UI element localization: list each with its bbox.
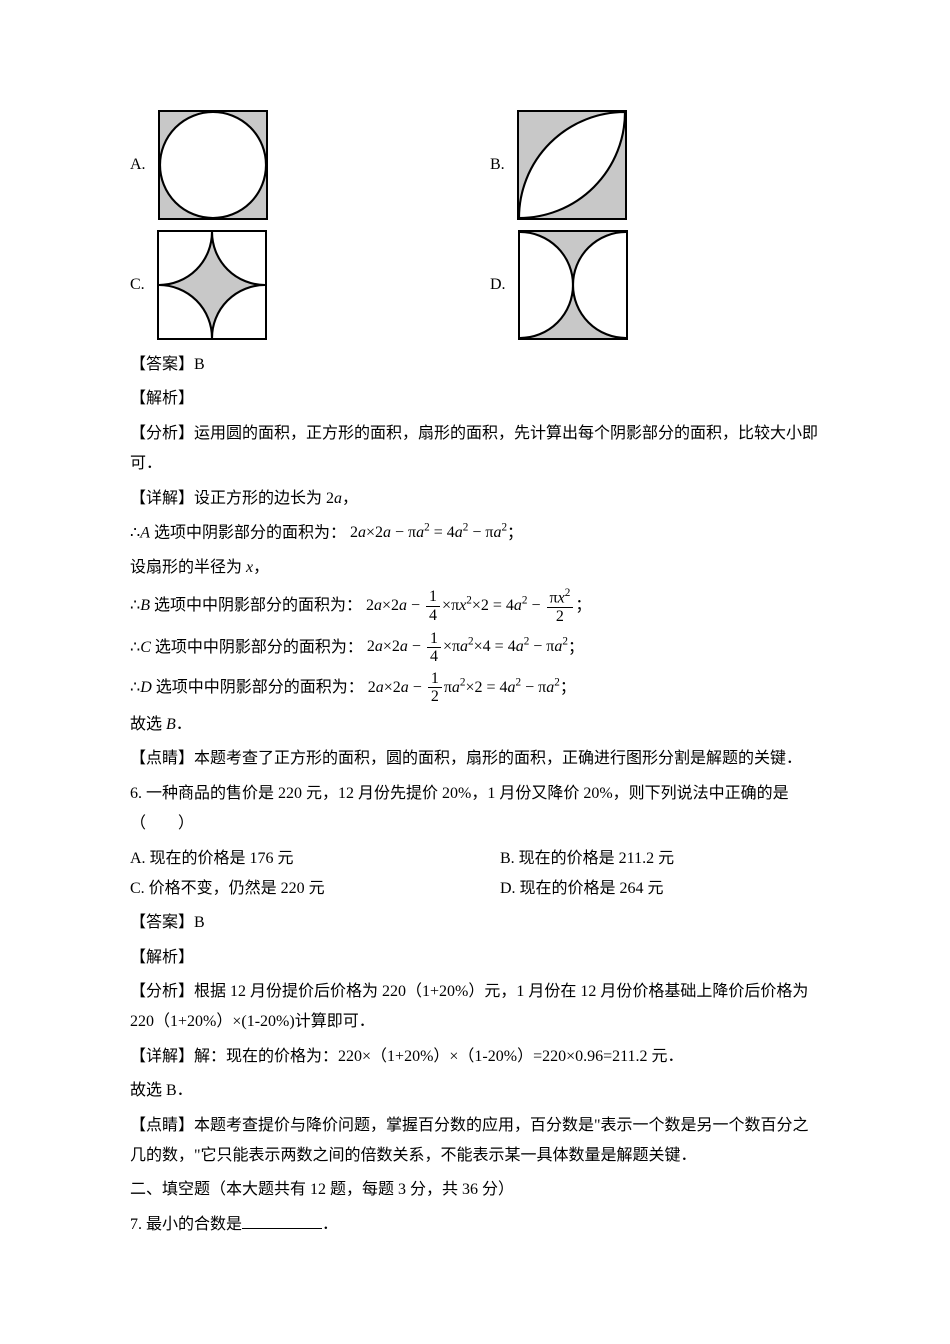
set-x-text: 设扇形的半径为: [130, 559, 246, 576]
q6-answer-value: B: [194, 914, 205, 931]
figure-a-svg: [160, 112, 266, 218]
line-d-var: D: [140, 679, 152, 696]
q6-opt-a: A. 现在的价格是 176 元: [130, 844, 500, 874]
q6-opt-c: C. 价格不变，仍然是 220 元: [130, 874, 500, 904]
q6-xiangjie: 【详解】解：现在的价格为：220×（1+20%）×（1-20%）=220×0.9…: [130, 1042, 820, 1072]
q6-dianjing-text: 本题考查提价与降价问题，掌握百分数的应用，百分数是"表示一个数是另一个数百分之几…: [130, 1117, 809, 1164]
option-b-letter: B.: [490, 150, 505, 180]
option-row-ab: A. B.: [130, 110, 820, 220]
xiangjie-text1: 设正方形的边长为 2: [194, 490, 334, 507]
dianjing-label-2: 【点睛】: [130, 1117, 194, 1134]
figure-c: [157, 230, 267, 340]
dianjing-text: 本题考查了正方形的面积，圆的面积，扇形的面积，正确进行图形分割是解题的关键．: [194, 750, 802, 767]
q6-row1: A. 现在的价格是 176 元 B. 现在的价格是 211.2 元: [130, 844, 820, 874]
answer-label-2: 【答案】: [130, 914, 194, 931]
line-d: ∴D 选项中中阴影部分的面积为： 2a×2a − 12πa2×2 = 4a2 −…: [130, 670, 820, 706]
option-d-letter: D.: [490, 270, 506, 300]
xiangjie-label-2: 【详解】: [130, 1048, 194, 1065]
q6-dianjing: 【点睛】本题考查提价与降价问题，掌握百分数的应用，百分数是"表示一个数是另一个数…: [130, 1111, 820, 1172]
figure-c-svg: [159, 232, 265, 338]
fenxi-label-2: 【分析】: [130, 983, 194, 1000]
fenxi-label: 【分析】: [130, 425, 194, 442]
line-a: ∴A 选项中阴影部分的面积为： 2a×2a − πa2 = 4a2 − πa2；: [130, 518, 820, 549]
var-a: a: [334, 490, 342, 507]
q6-answer: 【答案】B: [130, 908, 820, 938]
option-a-letter: A.: [130, 150, 146, 180]
option-row-cd: C. D.: [130, 230, 820, 340]
q6-opt-d: D. 现在的价格是 264 元: [500, 874, 664, 904]
fenxi-line: 【分析】运用圆的面积，正方形的面积，扇形的面积，先计算出每个阴影部分的面积，比较…: [130, 419, 820, 480]
xiangjie-line1: 【详解】设正方形的边长为 2a，: [130, 484, 820, 514]
figure-d-svg: [520, 232, 626, 338]
line-set-x: 设扇形的半径为 x，: [130, 553, 820, 583]
q7-stem: 7. 最小的合数是 ．: [130, 1210, 820, 1240]
answer-value: B: [194, 356, 205, 373]
option-d: D.: [490, 230, 628, 340]
gu-xuan-end: ．: [176, 716, 192, 733]
formula-a: 2a×2a − πa2 = 4a2 − πa2: [350, 524, 507, 541]
section-2-title: 二、填空题（本大题共有 12 题，每题 3 分，共 36 分）: [130, 1175, 820, 1205]
figure-d: [518, 230, 628, 340]
q6-xiangjie-text: 解：现在的价格为：220×（1+20%）×（1-20%）=220×0.96=21…: [194, 1048, 684, 1065]
figure-a: [158, 110, 268, 220]
line-d-text: 选项中中阴影部分的面积为：: [152, 679, 364, 696]
q6-stem: 6. 一种商品的售价是 220 元，12 月份先提价 20%，1 月份又降价 2…: [130, 779, 820, 840]
xiangjie-text1-end: ，: [342, 490, 358, 507]
line-b-text: 选项中中阴影部分的面积为：: [150, 597, 362, 614]
q6-opt-b: B. 现在的价格是 211.2 元: [500, 844, 674, 874]
line-b-var: B: [140, 597, 150, 614]
q7-pre: 7. 最小的合数是: [130, 1216, 242, 1233]
option-a: A.: [130, 110, 490, 220]
gu-xuan: 故选 B．: [130, 710, 820, 740]
therefore: ∴: [130, 524, 140, 541]
gu-xuan-text: 故选: [130, 716, 166, 733]
therefore-d: ∴: [130, 679, 140, 696]
fenxi-text: 运用圆的面积，正方形的面积，扇形的面积，先计算出每个阴影部分的面积，比较大小即可…: [130, 425, 818, 472]
figure-b: [517, 110, 627, 220]
line-b: ∴B 选项中中阴影部分的面积为： 2a×2a − 14×πx2×2 = 4a2 …: [130, 587, 820, 626]
q7-blank: [242, 1228, 322, 1229]
q6-row2: C. 价格不变，仍然是 220 元 D. 现在的价格是 264 元: [130, 874, 820, 904]
q6-fenxi: 【分析】根据 12 月份提价后价格为 220（1+20%）元，1 月份在 12 …: [130, 977, 820, 1038]
q6-gu-xuan: 故选 B．: [130, 1076, 820, 1106]
formula-c: 2a×2a − 14×πa2×4 = 4a2 − πa2: [367, 638, 568, 655]
line-a-var: A: [140, 524, 150, 541]
line-c: ∴C 选项中中阴影部分的面积为： 2a×2a − 14×πa2×4 = 4a2 …: [130, 630, 820, 666]
answer-label: 【答案】: [130, 356, 194, 373]
line-c-var: C: [140, 638, 151, 655]
answer-line: 【答案】B: [130, 350, 820, 380]
line-c-text: 选项中中阴影部分的面积为：: [151, 638, 363, 655]
therefore-b: ∴: [130, 597, 140, 614]
q6-fenxi-text: 根据 12 月份提价后价格为 220（1+20%）元，1 月份在 12 月份价格…: [130, 983, 808, 1030]
q6-jiexi: 【解析】: [130, 943, 820, 973]
set-x-end: ，: [253, 559, 269, 576]
jiexi-label: 【解析】: [130, 384, 820, 414]
line-a-text: 选项中阴影部分的面积为：: [150, 524, 346, 541]
gu-xuan-var: B: [166, 716, 176, 733]
xiangjie-label: 【详解】: [130, 490, 194, 507]
q7-post: ．: [322, 1216, 338, 1233]
option-c: C.: [130, 230, 490, 340]
therefore-c: ∴: [130, 638, 140, 655]
option-b: B.: [490, 110, 627, 220]
dianjing-line: 【点睛】本题考查了正方形的面积，圆的面积，扇形的面积，正确进行图形分割是解题的关…: [130, 744, 820, 774]
dianjing-label: 【点睛】: [130, 750, 194, 767]
option-c-letter: C.: [130, 270, 145, 300]
figure-b-svg: [519, 112, 625, 218]
formula-b: 2a×2a − 14×πx2×2 = 4a2 − πx22: [366, 597, 575, 614]
formula-d: 2a×2a − 12πa2×2 = 4a2 − πa2: [368, 679, 560, 696]
